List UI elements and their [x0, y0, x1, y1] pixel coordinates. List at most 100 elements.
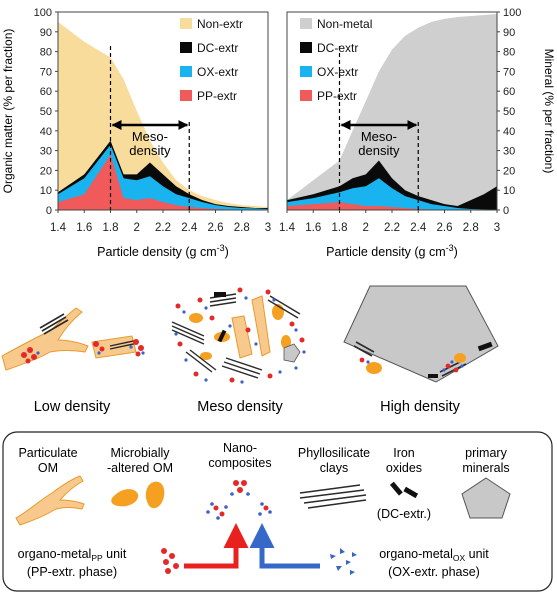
- legend-phyllosilicate-label-1: Phyllosilicate: [298, 446, 370, 460]
- right-legend-swatch: [300, 66, 312, 77]
- right-y-tick-label: 70: [503, 66, 515, 78]
- left-x-tick-label: 2.4: [181, 222, 198, 234]
- right-x-tick-label: 2.6: [437, 222, 453, 234]
- right-y-axis-label: Mineral (% per fraction): [542, 49, 556, 174]
- right-x-tick-label: 2.8: [463, 222, 479, 234]
- left-y-tick-label: 80: [40, 47, 52, 59]
- meso-density-illustration: [171, 287, 306, 384]
- left-x-tick-label: 1.6: [76, 222, 92, 234]
- right-meso-label-2: density: [358, 143, 400, 158]
- left-x-ticks: 1.4 1.6 1.8 2 2.2 2.4 2.6 2.8 3: [50, 210, 271, 234]
- low-density-pom-fragment: [91, 335, 137, 359]
- nano-composites-icon: [206, 480, 272, 520]
- low-density-clay-icon: [39, 313, 69, 335]
- component-legend-box: Particulate OM Microbially -altered OM N…: [2, 431, 553, 592]
- legend-primary-minerals-label-2: minerals: [462, 461, 509, 475]
- left-legend-label: OX-extr: [197, 65, 238, 79]
- low-density-blue-dots: [36, 345, 145, 355]
- right-x-tick-label: 2: [363, 222, 369, 234]
- right-y-tick-label: 50: [503, 106, 515, 118]
- left-legend-swatch: [180, 66, 192, 77]
- meso-density-label: Meso density: [197, 399, 283, 415]
- legend-ox-unit-label-1: organo-metalOX unit: [379, 547, 489, 563]
- left-y-tick-label: 30: [40, 146, 52, 158]
- right-y-tick-label: 10: [503, 185, 515, 197]
- right-legend-swatch: [300, 90, 312, 101]
- meso-density-primary-mineral: [283, 343, 301, 363]
- left-y-tick-label: 100: [34, 7, 52, 19]
- left-x-tick-label: 2.8: [234, 222, 250, 234]
- left-y-axis-label: Organic matter (% per fraction): [1, 29, 15, 194]
- iron-oxides-icon: [389, 481, 419, 499]
- right-y-tick-label: 60: [503, 86, 515, 98]
- high-density-metal-dots: [359, 357, 459, 373]
- legend-particulate-om-label-1: Particulate: [18, 446, 77, 460]
- ox-to-nano-arrow: [249, 523, 320, 569]
- legend-box-frame: [2, 431, 553, 592]
- legend-microbial-om-label-2: -altered OM: [107, 461, 173, 475]
- low-density-metal-dots: [21, 339, 144, 364]
- right-y-tick-label: 40: [503, 126, 515, 138]
- left-y-tick-label: 20: [40, 165, 52, 177]
- right-x-tick-label: 1.4: [279, 222, 296, 234]
- left-x-tick-label: 2: [134, 222, 140, 234]
- pp-unit-dots-icon: [161, 548, 179, 574]
- legend-dc-extr-label: (DC-extr.): [377, 507, 431, 521]
- ox-unit-triangles-icon: [330, 548, 357, 575]
- left-y-tick-label: 50: [40, 106, 52, 118]
- legend-ox-unit-label-2: (OX-extr. phase): [388, 565, 480, 579]
- left-legend-label: DC-extr: [197, 41, 238, 55]
- right-legend-swatch: [300, 18, 312, 29]
- meso-density-metal-dots: [175, 287, 305, 383]
- left-x-tick-label: 2.6: [208, 222, 224, 234]
- phyllosilicate-clay-icon: [299, 484, 367, 509]
- right-x-axis-label: Particle density (g cm-3): [326, 243, 458, 259]
- left-x-tick-label: 1.8: [103, 222, 119, 234]
- legend-phyllosilicate-label-2: clays: [320, 461, 348, 475]
- left-meso-annotation: Meso- density: [109, 46, 190, 210]
- low-density-label: Low density: [34, 399, 111, 415]
- right-x-tick-label: 3: [494, 222, 500, 234]
- high-density-iron-oxides: [428, 341, 493, 378]
- legend-microbial-om-label-1: Microbially: [110, 446, 170, 460]
- high-density-illustration: [343, 285, 499, 383]
- high-density-blue-dots: [366, 360, 464, 372]
- right-legend-label: DC-extr: [317, 41, 358, 55]
- left-x-tick-label: 1.4: [50, 222, 67, 234]
- left-y-tick-label: 90: [40, 27, 52, 39]
- high-density-label: High density: [380, 399, 461, 415]
- organic-matter-chart: 0 10 20 30 40 50 60 70 80 90 100 1.4 1.6 1.8 2 2.2 2.4 2…: [1, 7, 271, 259]
- right-meso-annotation: Meso- density: [338, 46, 419, 210]
- right-y-tick-label: 20: [503, 165, 515, 177]
- legend-pp-unit-label-1: organo-metalPP unit: [18, 547, 127, 563]
- left-legend-swatch: [180, 90, 192, 101]
- microbial-om-icon: [111, 481, 165, 509]
- left-y-tick-label: 40: [40, 126, 52, 138]
- mineral-chart: 0 10 20 30 40 50 60 70 80 90 100 1.4 1.6 1.8 2 2.2 2.4 2…: [279, 7, 556, 259]
- right-meso-label-1: Meso-: [361, 129, 397, 144]
- primary-minerals-icon: [461, 477, 511, 519]
- left-legend-label: Non-extr: [197, 17, 243, 31]
- right-legend-label: Non-metal: [317, 17, 372, 31]
- right-y-tick-label: 30: [503, 146, 515, 158]
- legend-nano-composites-label-2: composites: [208, 456, 271, 470]
- right-y-ticks: 0 10 20 30 40 50 60 70 80 90 100: [497, 7, 521, 217]
- right-x-tick-label: 2.2: [384, 222, 400, 234]
- legend-primary-minerals-label-1: primary: [465, 446, 507, 460]
- left-x-tick-label: 3: [265, 222, 271, 234]
- meso-density-iron-oxides: [214, 292, 227, 343]
- left-y-tick-label: 70: [40, 66, 52, 78]
- left-x-axis-label: Particle density (g cm-3): [97, 243, 229, 259]
- low-density-pom-icon: [1, 307, 89, 371]
- legend-nano-composites-label-1: Nano-: [223, 441, 257, 455]
- left-meso-label-1: Meso-: [132, 129, 168, 144]
- left-legend-swatch: [180, 18, 192, 29]
- left-y-tick-label: 10: [40, 185, 52, 197]
- left-legend-label: PP-extr: [197, 89, 237, 103]
- meso-density-pom: [231, 295, 271, 359]
- particulate-om-icon: [15, 475, 85, 526]
- legend-pp-unit-label-2: (PP-extr. phase): [27, 565, 117, 579]
- left-y-tick-label: 60: [40, 86, 52, 98]
- right-x-tick-label: 1.8: [332, 222, 348, 234]
